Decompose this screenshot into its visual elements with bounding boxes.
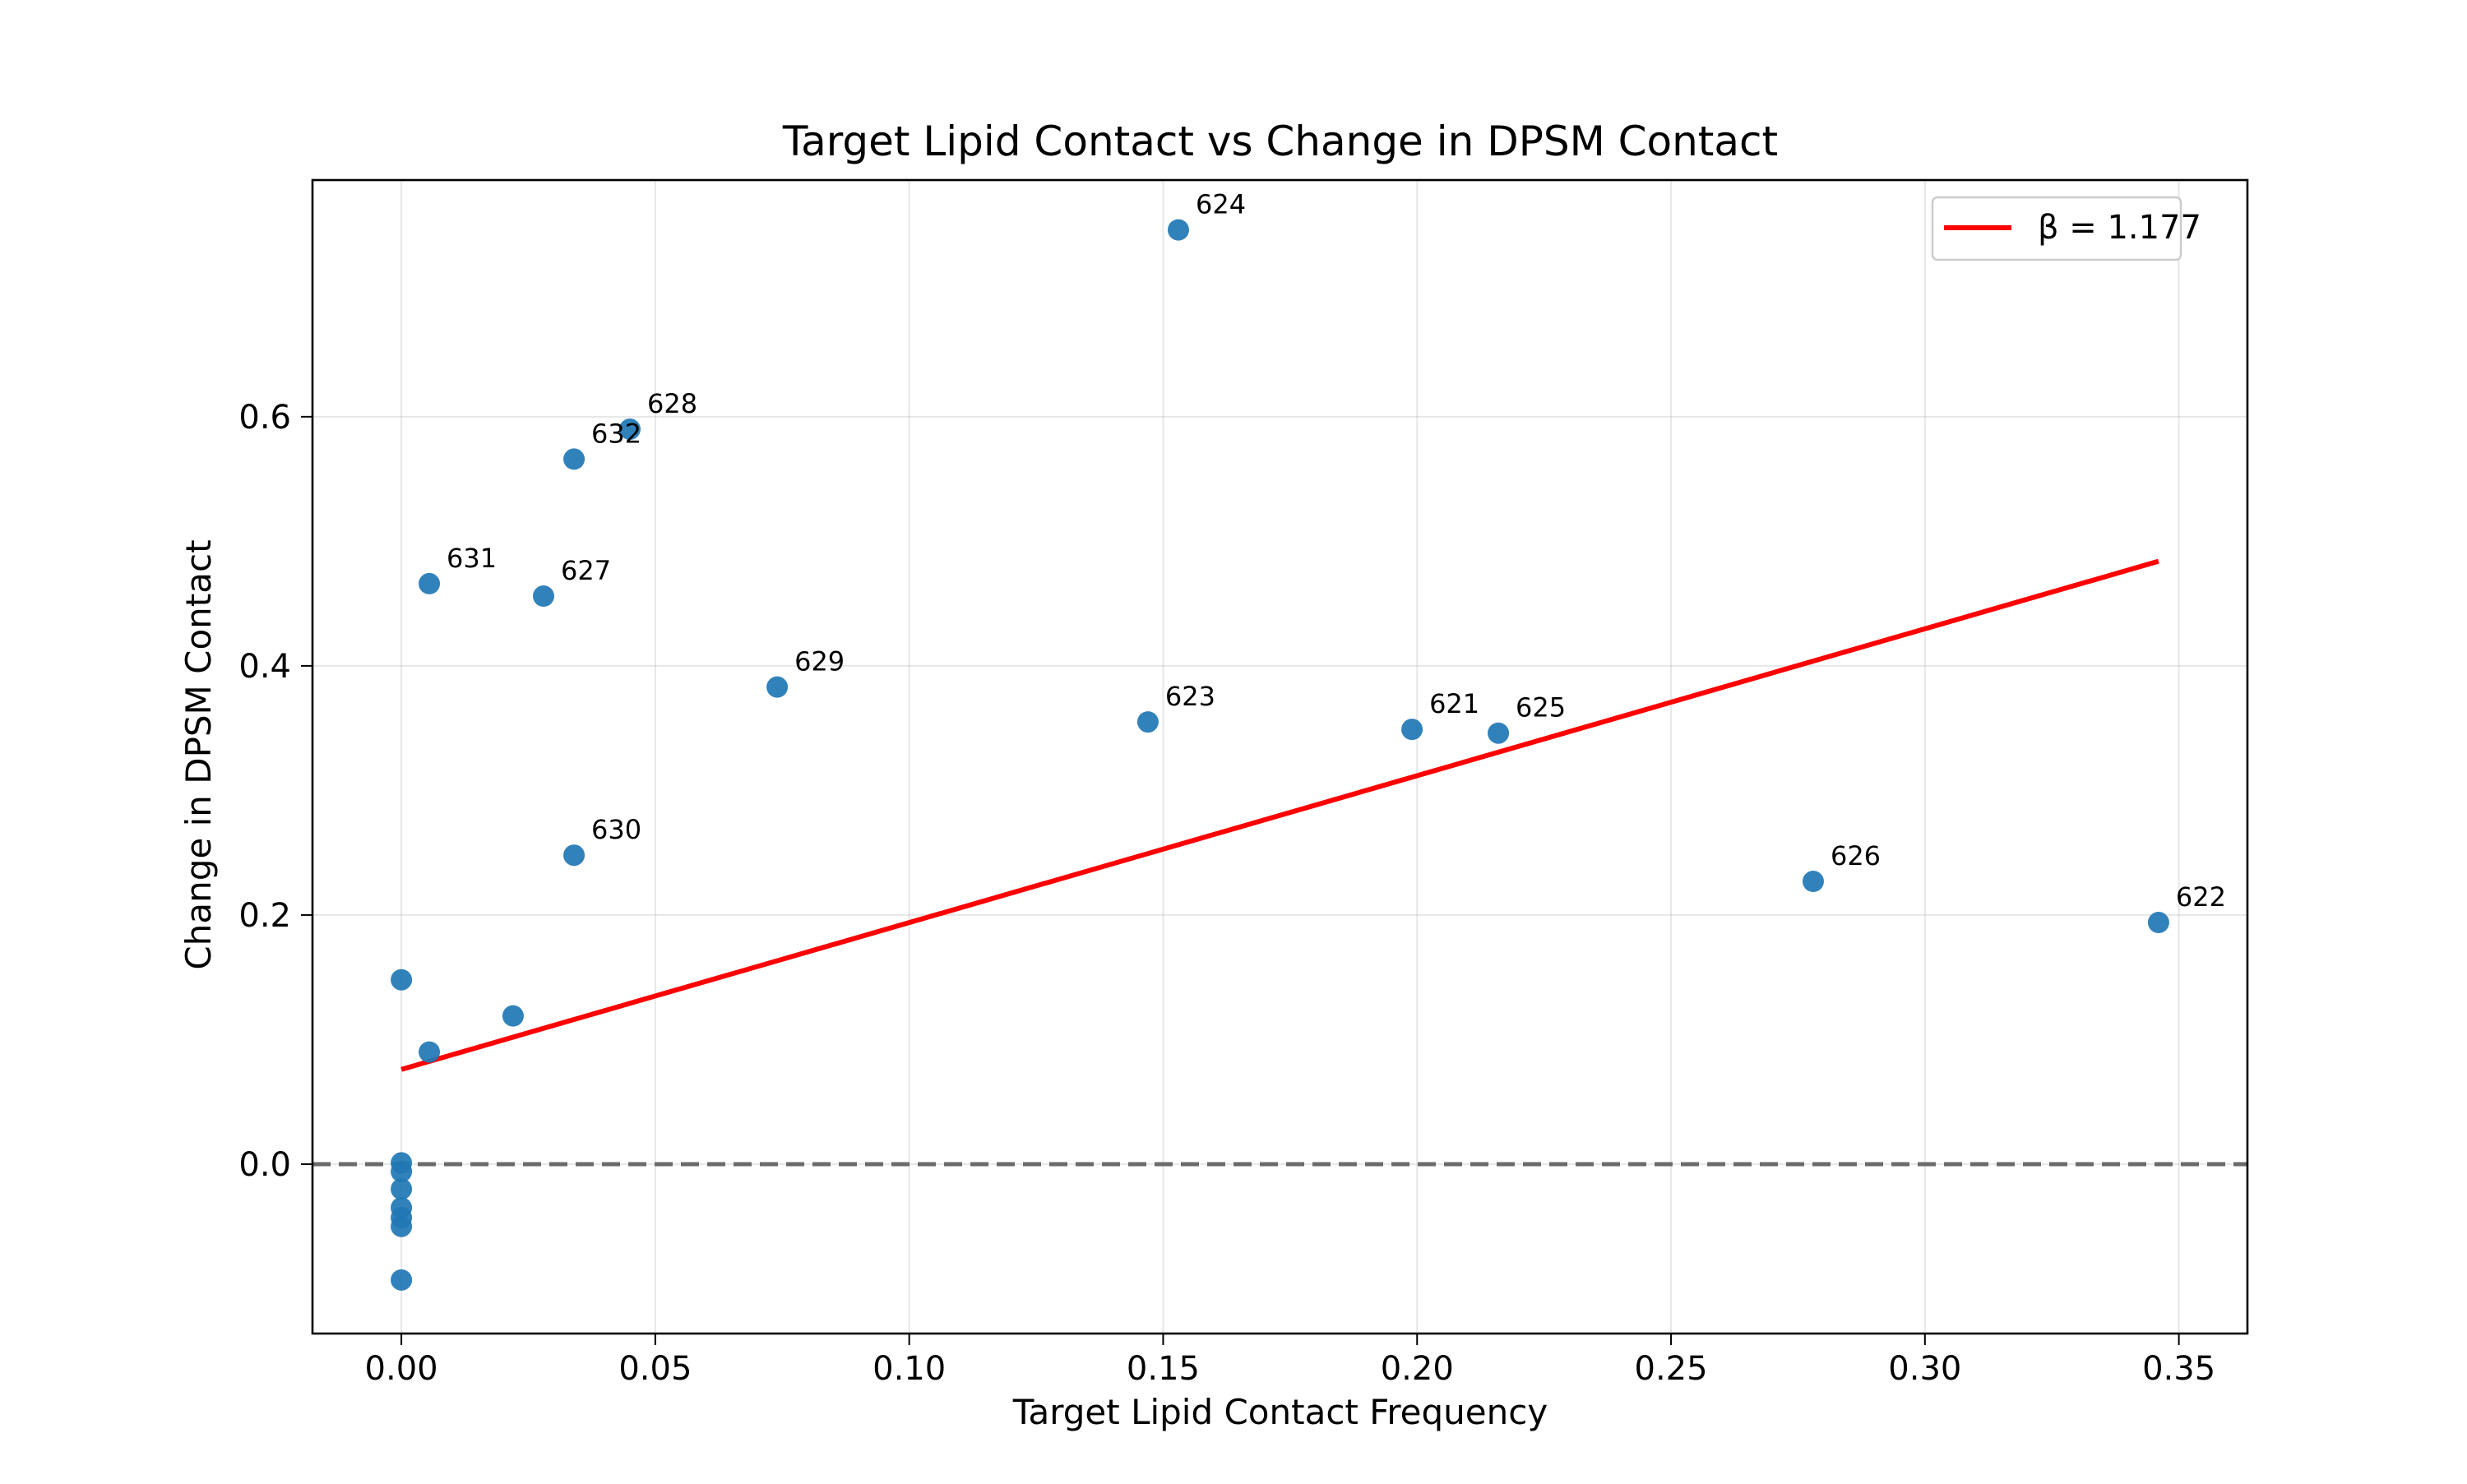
scatter-points — [391, 219, 2169, 1291]
legend-label: β = 1.177 — [2038, 209, 2201, 247]
y-tick-label: 0.4 — [238, 648, 291, 686]
point-label: 623 — [1165, 681, 1215, 712]
y-tick-label: 0.0 — [238, 1146, 291, 1184]
scatter-point — [391, 1178, 413, 1200]
scatter-point — [1167, 219, 1189, 241]
regression-fit-line — [400, 558, 2159, 1072]
plot-frame — [311, 178, 2249, 1335]
point-label: 629 — [794, 646, 845, 677]
scatter-point — [533, 585, 555, 608]
scatter-point — [391, 1215, 413, 1237]
scatter-point — [563, 448, 586, 470]
legend: β = 1.177 — [1931, 196, 2201, 261]
scatter-point — [1136, 711, 1159, 733]
scatter-point — [2147, 912, 2169, 934]
x-tick-label: 0.05 — [618, 1350, 692, 1388]
scatter-point — [1802, 871, 1824, 893]
x-tick-label: 0.15 — [1127, 1350, 1200, 1388]
scatter-point — [502, 1005, 524, 1027]
point-label: 626 — [1831, 840, 1881, 871]
point-label: 624 — [1196, 189, 1246, 220]
y-axis-label: Change in DPSM Contact — [178, 539, 219, 969]
legend-box — [1931, 196, 2182, 261]
y-axis-ticks: 0.0 0.2 0.4 0.6 — [238, 399, 312, 1184]
x-tick-label: 0.35 — [2142, 1350, 2215, 1388]
point-label: 628 — [647, 388, 697, 419]
x-tick-label: 0.20 — [1381, 1350, 1454, 1388]
x-tick-label: 0.10 — [872, 1350, 946, 1388]
y-tick-label: 0.2 — [238, 897, 291, 935]
x-axis-label: Target Lipid Contact Frequency — [1012, 1392, 1548, 1432]
point-label: 621 — [1429, 688, 1479, 719]
point-label: 632 — [591, 418, 641, 449]
x-tick-label: 0.30 — [1888, 1350, 1961, 1388]
point-label: 622 — [2176, 881, 2226, 913]
scatter-point — [563, 844, 586, 867]
scatter-point — [1401, 719, 1423, 741]
fit-line-layer — [400, 558, 2159, 1072]
y-tick-label: 0.6 — [238, 399, 291, 437]
scatter-point — [391, 1269, 413, 1291]
scatter-point — [1488, 722, 1510, 744]
point-label: 630 — [591, 814, 641, 845]
point-label: 631 — [447, 543, 497, 574]
scatter-point — [419, 1041, 441, 1063]
point-label: 625 — [1516, 692, 1566, 724]
point-label: 627 — [561, 555, 611, 586]
scatter-point — [766, 676, 789, 698]
x-tick-label: 0.25 — [1635, 1350, 1708, 1388]
scatter-point — [618, 418, 641, 441]
chart-title: Target Lipid Contact vs Change in DPSM C… — [782, 118, 1778, 165]
scatter-point — [419, 572, 441, 594]
x-tick-label: 0.00 — [365, 1350, 438, 1388]
scatter-point — [391, 1161, 413, 1183]
x-axis-ticks: 0.00 0.05 0.10 0.15 0.20 0.25 0.30 0.35 — [365, 1334, 2215, 1388]
scatter-point — [391, 969, 413, 991]
